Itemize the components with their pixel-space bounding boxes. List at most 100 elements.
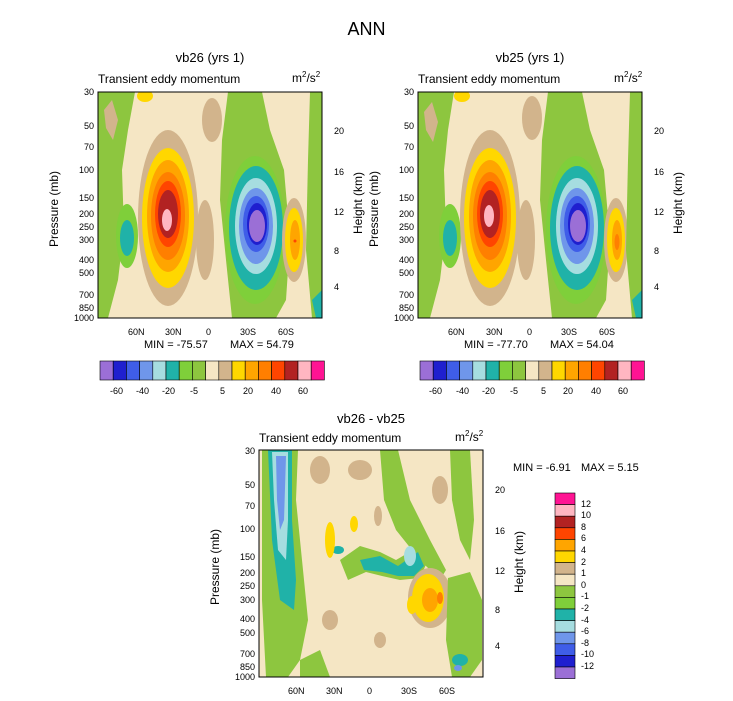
panel1-ytick-right: 20 <box>334 126 345 136</box>
panel1-xtick: 60N <box>128 327 145 337</box>
panel2-xtick: 30N <box>486 327 503 337</box>
cb3-label: -10 <box>581 649 595 660</box>
panel3-ytick: 1000 <box>234 672 255 682</box>
panel3-xtick: 30N <box>326 686 343 696</box>
panel2-ytick-right: 16 <box>654 167 665 177</box>
cb1-label: 40 <box>271 386 282 396</box>
panel1-xtick: 0 <box>206 327 212 337</box>
colorbar-swatch <box>554 539 576 552</box>
panel3-ytick: 30 <box>244 446 255 456</box>
cb3-label: 2 <box>581 556 587 567</box>
cb3-label: 10 <box>581 510 592 521</box>
panel2-units: m2/s2 <box>614 70 643 85</box>
panel1-ytick: 300 <box>78 235 94 245</box>
colorbar-swatch <box>554 573 576 587</box>
cb3-label: 1 <box>581 568 587 579</box>
panel2-xtick: 60N <box>448 327 465 337</box>
panel3-min: MIN = -6.91 <box>513 462 571 474</box>
cb2-label: 5 <box>541 386 547 396</box>
panel3-subtitle: Transient eddy momentum <box>259 431 402 445</box>
panel1-xtick: 60S <box>278 327 295 337</box>
panel2-subtitle: Transient eddy momentum <box>418 72 561 86</box>
panel3-xtick: 60N <box>288 686 305 696</box>
panel3-xtick: 0 <box>367 686 373 696</box>
panel3-ytick-right: 4 <box>495 641 501 651</box>
colorbar-swatch <box>554 608 576 621</box>
panel3-ytick: 100 <box>239 524 255 534</box>
colorbar-swatch <box>554 550 576 563</box>
colorbar-panel2 <box>419 360 645 381</box>
panel2-ytick: 850 <box>398 303 414 313</box>
panel1-ytick: 30 <box>83 87 94 97</box>
colorbar-swatch <box>554 504 576 517</box>
panel2-ytick: 70 <box>403 142 414 152</box>
cb3-label: -1 <box>581 591 590 602</box>
panel2-ytick-right: 12 <box>654 207 665 217</box>
panel2-ytick-right: 4 <box>654 282 660 292</box>
panel3-xtick: 30S <box>401 686 418 696</box>
panel1-subtitle: Transient eddy momentum <box>98 72 241 86</box>
panel1-ytick: 250 <box>78 222 94 232</box>
colorbar-swatch <box>554 562 576 575</box>
cb1-label: 20 <box>243 386 254 396</box>
colorbar-swatch <box>554 643 576 656</box>
panel2-ytick: 100 <box>398 165 414 175</box>
cb1-label: -40 <box>136 386 150 396</box>
panel2-ytick: 150 <box>398 193 414 203</box>
panel1-ytick: 1000 <box>73 313 94 323</box>
colorbar-swatch <box>554 620 576 633</box>
panel2-xtick: 30S <box>561 327 578 337</box>
figure-title: ANN <box>347 19 386 39</box>
panel3-ytick-right: 20 <box>495 485 506 495</box>
panel2-ytick: 200 <box>398 209 414 219</box>
panel3-ytick-right: 16 <box>495 526 506 536</box>
panel1-xtick: 30N <box>165 327 182 337</box>
panel3-max: MAX = 5.15 <box>581 462 639 474</box>
colorbar-swatch <box>630 360 645 381</box>
panel1-ytick: 100 <box>78 165 94 175</box>
panel3-ytick-right: 12 <box>495 566 506 576</box>
panel1-title: vb26 (yrs 1) <box>175 50 245 65</box>
colorbar-swatch <box>554 492 576 505</box>
colorbar-swatch <box>554 597 576 610</box>
panel1-units: m2/s2 <box>292 70 321 85</box>
panel1-ytick: 500 <box>78 268 94 278</box>
panel3-ytick: 700 <box>239 649 255 659</box>
panel3-ytick: 50 <box>244 480 255 490</box>
panel1-ytick-right: 16 <box>334 167 345 177</box>
panel1-ytick: 70 <box>83 142 94 152</box>
panel1-ytick: 850 <box>78 303 94 313</box>
panel2-xtick: 0 <box>527 327 533 337</box>
panel1-ytick: 700 <box>78 290 94 300</box>
panel3-ytick: 150 <box>239 552 255 562</box>
panel3-title: vb26 - vb25 <box>337 411 405 426</box>
cb1-label: 5 <box>220 386 226 396</box>
cb2-label: -40 <box>456 386 470 396</box>
colorbar-swatch <box>554 655 576 668</box>
cb3-label: -2 <box>581 603 590 613</box>
panel2-ytick: 300 <box>398 235 414 245</box>
panel3-ytick: 850 <box>239 662 255 672</box>
panel3-ytick: 200 <box>239 568 255 578</box>
cb2-label: -60 <box>429 386 443 396</box>
panel2-ytick: 250 <box>398 222 414 232</box>
colorbar-swatch <box>554 527 576 540</box>
panel3-units: m2/s2 <box>455 429 484 444</box>
panel1-xtick: 30S <box>240 327 257 337</box>
panel2-ytick: 50 <box>403 121 414 131</box>
panel2-ytick: 1000 <box>393 313 414 323</box>
panel2-min: MIN = -77.70 <box>464 339 528 351</box>
panel3-ytick: 500 <box>239 628 255 638</box>
cb2-label: -20 <box>482 386 496 396</box>
panel2-ytick: 400 <box>398 255 414 265</box>
cb2-label: 40 <box>591 386 602 396</box>
panel1-ytick-right: 4 <box>334 282 340 292</box>
panel3-contours <box>259 450 483 677</box>
panel1-ytick: 50 <box>83 121 94 131</box>
panel1-contours <box>98 92 322 318</box>
cb3-label: -12 <box>581 661 595 671</box>
panel2-ytick: 700 <box>398 290 414 300</box>
cb1-label: -60 <box>110 386 124 396</box>
